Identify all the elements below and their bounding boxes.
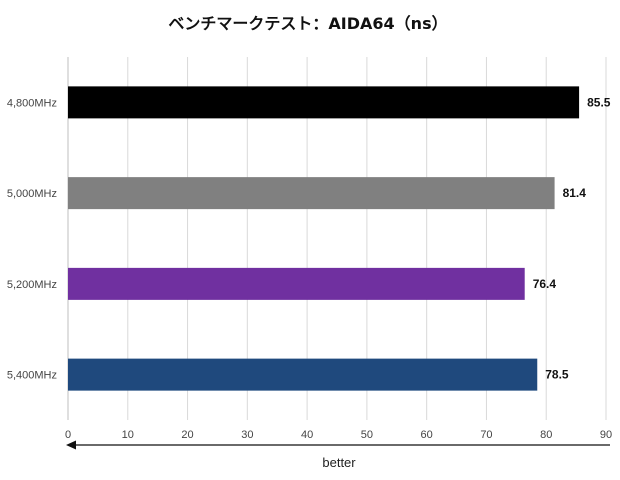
value-labels: 85.5 81.4 76.4 78.5: [533, 95, 611, 381]
x-tick-label: 50: [361, 429, 373, 441]
x-tick-label: 40: [301, 429, 313, 441]
x-tick-label: 30: [241, 429, 253, 441]
better-arrow-head: [66, 440, 76, 450]
x-tick-label: 20: [181, 429, 193, 441]
x-tick-label: 90: [600, 429, 612, 441]
bar: [68, 86, 580, 119]
tick-labels: 0 10 20 30 40 50 60 70 80 90: [65, 429, 612, 441]
category-labels: 4,800MHz 5,000MHz 5,200MHz 5,400MHz: [7, 97, 57, 381]
category-label: 5,200MHz: [7, 279, 57, 291]
value-label: 76.4: [533, 277, 557, 291]
better-arrow: [66, 440, 610, 450]
bar: [68, 267, 525, 300]
value-label: 85.5: [587, 95, 611, 109]
bar: [68, 177, 555, 210]
x-tick-label: 0: [65, 429, 71, 441]
category-label: 5,400MHz: [7, 370, 57, 382]
value-label: 78.5: [545, 368, 569, 382]
x-axis-label: better: [322, 455, 356, 470]
x-tick-label: 80: [540, 429, 552, 441]
value-label: 81.4: [563, 186, 587, 200]
bars: [68, 86, 580, 391]
x-tick-label: 70: [480, 429, 492, 441]
x-tick-label: 60: [421, 429, 433, 441]
category-label: 5,000MHz: [7, 188, 57, 200]
chart-title: ベンチマークテスト：AIDA64（ns）: [168, 14, 447, 33]
x-tick-label: 10: [122, 429, 134, 441]
bar: [68, 358, 538, 391]
category-label: 4,800MHz: [7, 97, 57, 109]
